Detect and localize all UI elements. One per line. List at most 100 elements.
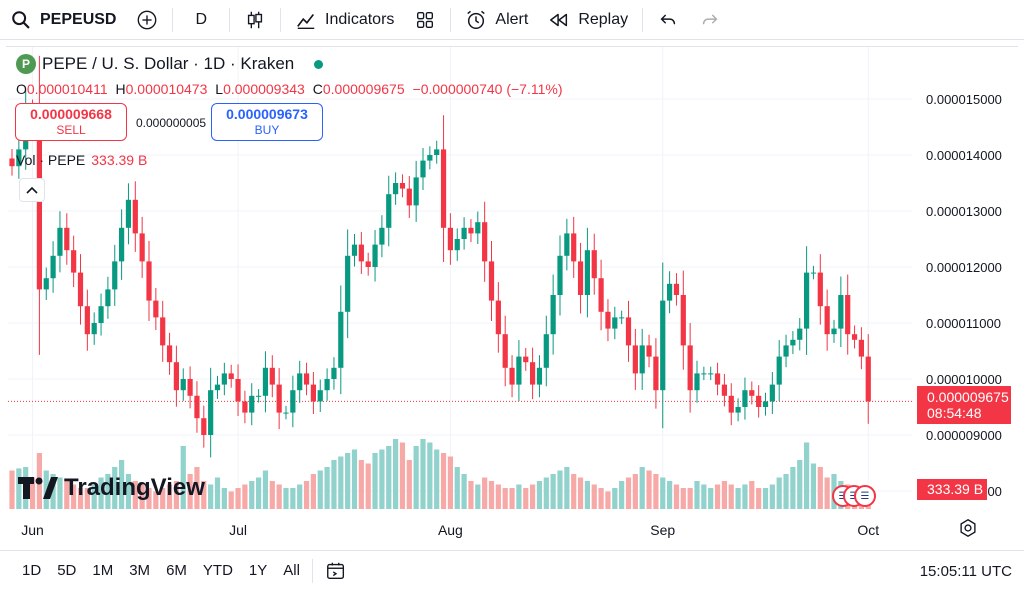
candle-body xyxy=(420,160,426,178)
volume-bar xyxy=(639,467,645,509)
candle-body xyxy=(447,227,453,251)
volume-bar xyxy=(420,439,426,509)
alert-button[interactable]: Alert xyxy=(455,0,538,40)
volume-bar xyxy=(646,470,652,509)
volume-bar xyxy=(119,460,125,509)
candle-body xyxy=(550,295,556,335)
volume-bar xyxy=(276,484,282,509)
volume-bar xyxy=(680,488,686,509)
tradingview-logo[interactable]: TradingView xyxy=(18,474,205,502)
volume-bar xyxy=(180,446,186,509)
volume-bar xyxy=(708,488,714,509)
volume-bar xyxy=(256,477,262,509)
go-to-date-button[interactable] xyxy=(317,551,355,590)
candle-body xyxy=(119,227,125,262)
candle-body xyxy=(64,227,70,251)
range-6m[interactable]: 6M xyxy=(166,562,187,579)
volume-bar xyxy=(577,477,584,509)
candle-body xyxy=(345,255,351,312)
candle-body xyxy=(406,188,412,206)
candle-body xyxy=(577,261,584,295)
candle-body xyxy=(495,300,501,335)
candle-body xyxy=(105,289,111,307)
utc-clock[interactable]: 15:05:11 UTC xyxy=(919,562,1012,580)
volume-bar xyxy=(153,491,159,509)
us-flag-event-icon[interactable]: ☰ xyxy=(854,485,876,507)
candle-body xyxy=(543,334,549,368)
candle-body xyxy=(598,278,604,312)
toolbar-divider xyxy=(642,7,644,32)
volume-bar xyxy=(331,460,337,509)
volume-bar xyxy=(550,474,556,509)
candle-body xyxy=(139,233,145,262)
volume-bar xyxy=(365,463,371,509)
range-1y[interactable]: 1Y xyxy=(248,562,268,579)
candle-body xyxy=(694,373,700,391)
tradingview-wordmark: TradingView xyxy=(64,474,205,501)
market-status-dot[interactable] xyxy=(314,59,324,69)
collapse-legend-button[interactable] xyxy=(19,178,45,202)
symbol-search-button[interactable]: PEPEUSD xyxy=(0,0,126,40)
volume-bar xyxy=(714,484,721,509)
candle-body xyxy=(701,373,707,375)
candle-body xyxy=(98,306,104,323)
volume-bar xyxy=(139,484,145,509)
candle-body xyxy=(468,227,474,234)
candle-body xyxy=(735,407,741,413)
range-1m[interactable]: 1M xyxy=(92,562,114,579)
redo-icon xyxy=(702,14,718,24)
alert-clock-icon xyxy=(467,10,486,29)
undo-button[interactable] xyxy=(647,0,689,40)
compare-symbol-button[interactable] xyxy=(126,0,168,40)
volume-bar xyxy=(290,488,296,509)
interval-button[interactable]: D xyxy=(177,0,225,40)
economic-events[interactable]: ☰ ☰ ☰ xyxy=(832,485,876,507)
buy-button[interactable]: 0.000009673 BUY xyxy=(211,103,323,141)
range-1d[interactable]: 1D xyxy=(22,562,42,579)
candle-body xyxy=(317,390,323,402)
candle-body xyxy=(838,295,844,329)
candle-body xyxy=(16,149,22,167)
layout-grid-icon xyxy=(417,11,434,28)
replay-button[interactable]: Replay xyxy=(538,0,638,40)
volume-bar xyxy=(783,474,789,509)
volume-bar xyxy=(653,474,659,509)
candle-body xyxy=(91,323,97,335)
volume-bar xyxy=(427,442,433,509)
open-value: 0.000010411 xyxy=(26,81,108,97)
volume-bar xyxy=(509,488,515,509)
volume-bar xyxy=(9,470,15,509)
volume-bar xyxy=(112,467,118,509)
volume-legend[interactable]: Vol · PEPE 333.39 B xyxy=(16,152,147,168)
range-3m[interactable]: 3M xyxy=(129,562,151,579)
candle-body xyxy=(571,233,577,262)
volume-bar xyxy=(214,477,221,509)
candle-body xyxy=(482,222,488,262)
candle-body xyxy=(488,261,495,301)
redo-button[interactable] xyxy=(689,0,731,40)
volume-bar xyxy=(804,442,810,509)
candle-body xyxy=(221,373,227,385)
toolbar-divider xyxy=(280,7,282,32)
candle-body xyxy=(728,395,734,413)
candles-icon xyxy=(247,11,263,28)
layout-button[interactable] xyxy=(404,0,446,40)
volume-bar xyxy=(201,481,207,509)
candle-body xyxy=(324,379,330,391)
candle-body xyxy=(57,227,63,256)
chart-type-button[interactable] xyxy=(234,0,276,40)
volume-bar xyxy=(166,484,173,509)
candle-body xyxy=(379,227,385,245)
range-5d[interactable]: 5D xyxy=(57,562,77,579)
candle-body xyxy=(749,390,755,396)
volume-bar xyxy=(721,481,727,509)
range-all[interactable]: All xyxy=(283,562,300,579)
indicators-button[interactable]: Indicators xyxy=(285,0,404,40)
range-ytd[interactable]: YTD xyxy=(202,562,233,579)
settings-gear-icon[interactable] xyxy=(957,517,979,539)
volume-bar xyxy=(742,484,748,509)
y-tick-label: 0.000013000 xyxy=(926,204,1002,219)
symbol-legend[interactable]: P PEPE / U. S. Dollar · 1D · Kraken xyxy=(16,54,324,74)
candle-body xyxy=(824,306,830,335)
sell-button[interactable]: 0.000009668 SELL xyxy=(15,103,127,141)
